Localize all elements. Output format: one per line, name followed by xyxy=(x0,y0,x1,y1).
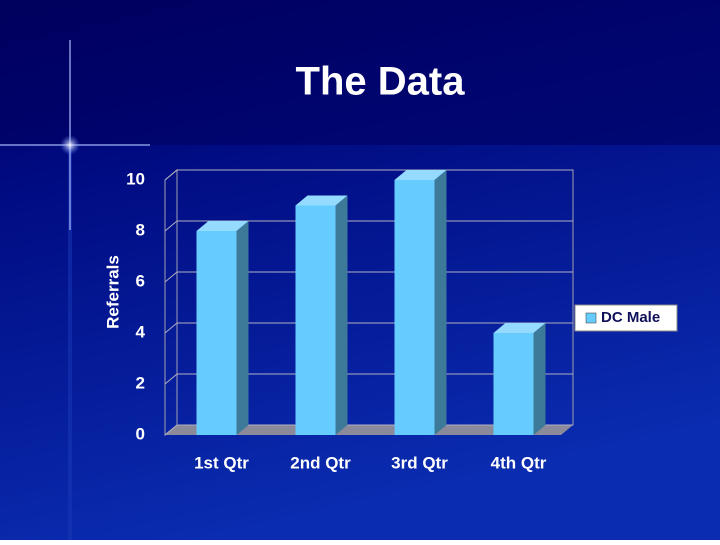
legend-label: DC Male xyxy=(601,309,660,326)
y-axis-label: Referrals xyxy=(103,255,122,329)
bar xyxy=(295,205,336,435)
bar-top xyxy=(394,170,447,180)
grid-line-side xyxy=(164,424,178,436)
y-tick-label: 8 xyxy=(136,220,145,239)
grid-line-side xyxy=(164,322,178,334)
x-tick-label: 3rd Qtr xyxy=(391,453,448,472)
x-tick-label: 2nd Qtr xyxy=(290,453,351,472)
y-tick-label: 2 xyxy=(136,373,145,392)
grid-line-side xyxy=(164,271,178,283)
bar-top xyxy=(493,323,546,333)
y-tick-label: 10 xyxy=(126,169,145,188)
bar xyxy=(196,231,237,435)
bar-side xyxy=(335,195,348,435)
bar-side xyxy=(236,221,249,435)
y-tick-label: 6 xyxy=(136,271,145,290)
header-band xyxy=(0,0,720,145)
decor-line xyxy=(68,145,72,540)
grid-line-side xyxy=(164,373,178,385)
legend-swatch xyxy=(585,312,597,324)
bar-side xyxy=(533,323,546,435)
grid-line-side xyxy=(164,169,178,181)
star xyxy=(0,40,150,230)
bar xyxy=(394,180,435,435)
legend: DC Male xyxy=(574,304,678,332)
y-tick-label: 0 xyxy=(136,424,145,443)
bar-top xyxy=(196,221,249,231)
x-tick-label: 1st Qtr xyxy=(194,453,249,472)
grid-line-side xyxy=(164,220,178,232)
chart-title: The Data xyxy=(296,60,466,104)
bar-top xyxy=(295,195,348,206)
bar-side xyxy=(434,170,447,435)
x-tick-label: 4th Qtr xyxy=(491,453,547,472)
floor xyxy=(165,425,573,435)
bar xyxy=(493,333,534,435)
y-tick-label: 4 xyxy=(136,322,146,341)
